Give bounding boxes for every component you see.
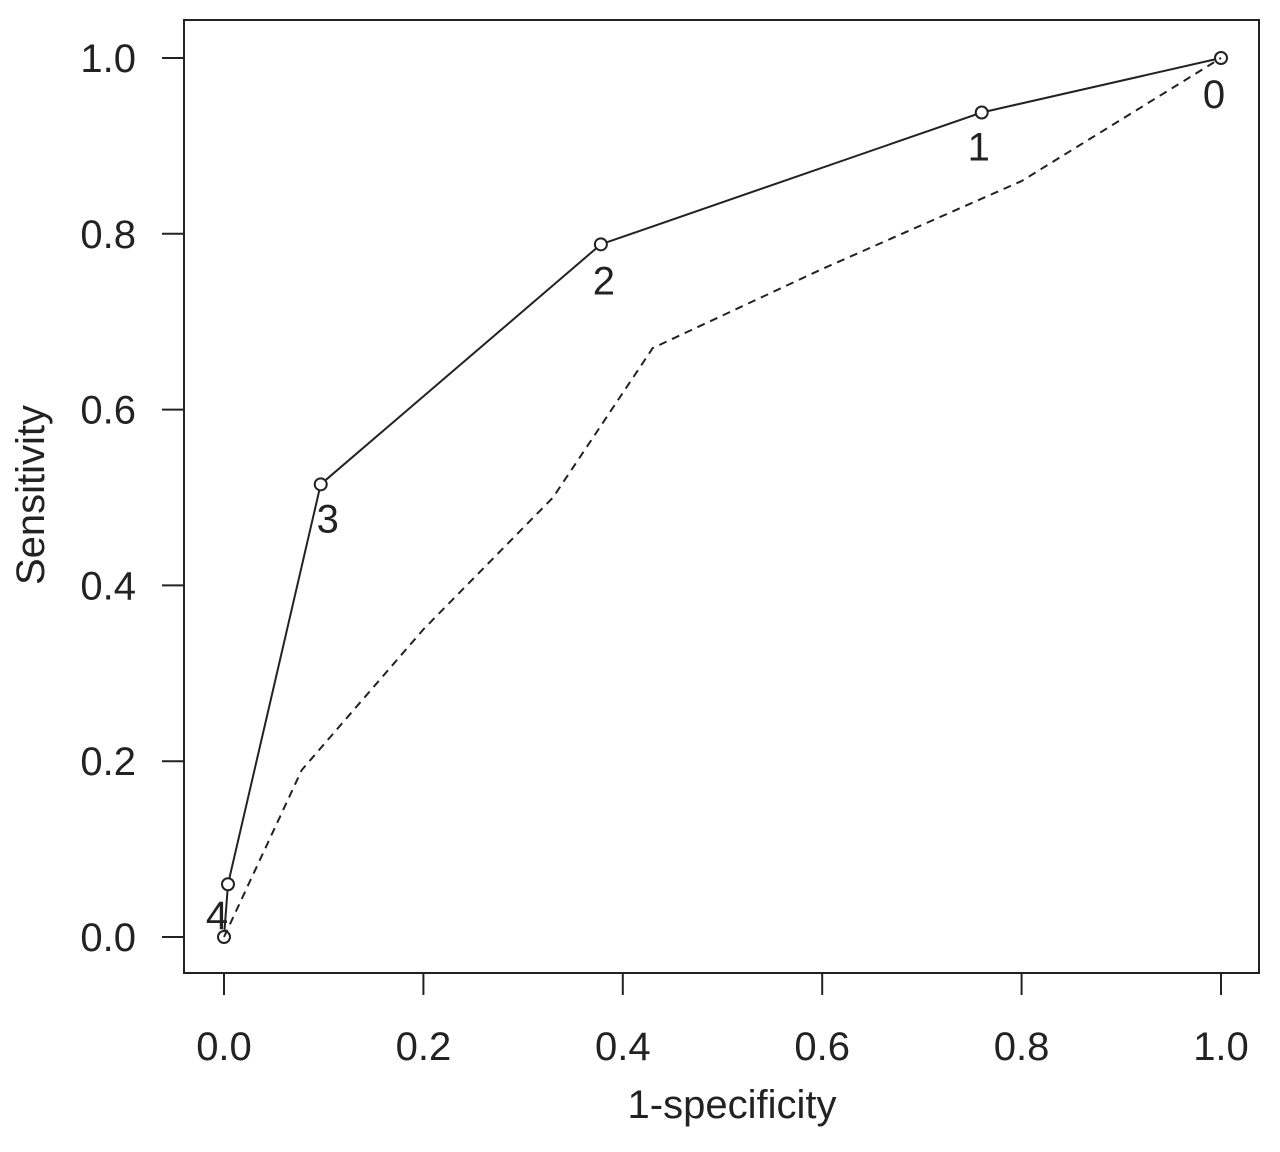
y-tick-label: 0.4 [80,564,136,608]
x-tick-label: 0.6 [794,1025,850,1069]
x-tick-label: 0.2 [396,1025,452,1069]
y-tick-label: 0.6 [80,389,136,433]
y-tick-label: 0.0 [80,916,136,960]
point-label: 4 [206,894,228,938]
point-label: 3 [317,497,339,541]
point-label: 1 [968,125,990,169]
roc-curve-solid [223,57,1222,938]
x-tick-label: 1.0 [1193,1025,1249,1069]
x-axis: 0.0 0.2 0.4 0.6 0.8 1.0 [196,972,1249,1069]
y-tick-label: 0.2 [80,740,136,784]
x-tick-label: 0.8 [994,1025,1050,1069]
point-label: 2 [593,259,615,303]
point-label: 0 [1203,73,1225,117]
y-axis: 0.0 0.2 0.4 0.6 0.8 1.0 [80,37,185,960]
roc-point [593,237,608,252]
y-tick-label: 0.8 [80,213,136,257]
y-axis-title: Sensitivity [9,405,53,585]
roc-point [220,877,235,892]
x-tick-label: 0.4 [595,1025,651,1069]
plot-frame [183,19,1260,974]
roc-point [313,477,328,492]
series-layer: 4 3 2 1 0 [206,51,1228,944]
roc-point [974,105,989,120]
x-tick-label: 0.0 [196,1025,252,1069]
x-axis-title: 1-specificity [628,1083,837,1127]
y-tick-label: 1.0 [80,37,136,81]
reference-line-dashed [223,57,1222,938]
